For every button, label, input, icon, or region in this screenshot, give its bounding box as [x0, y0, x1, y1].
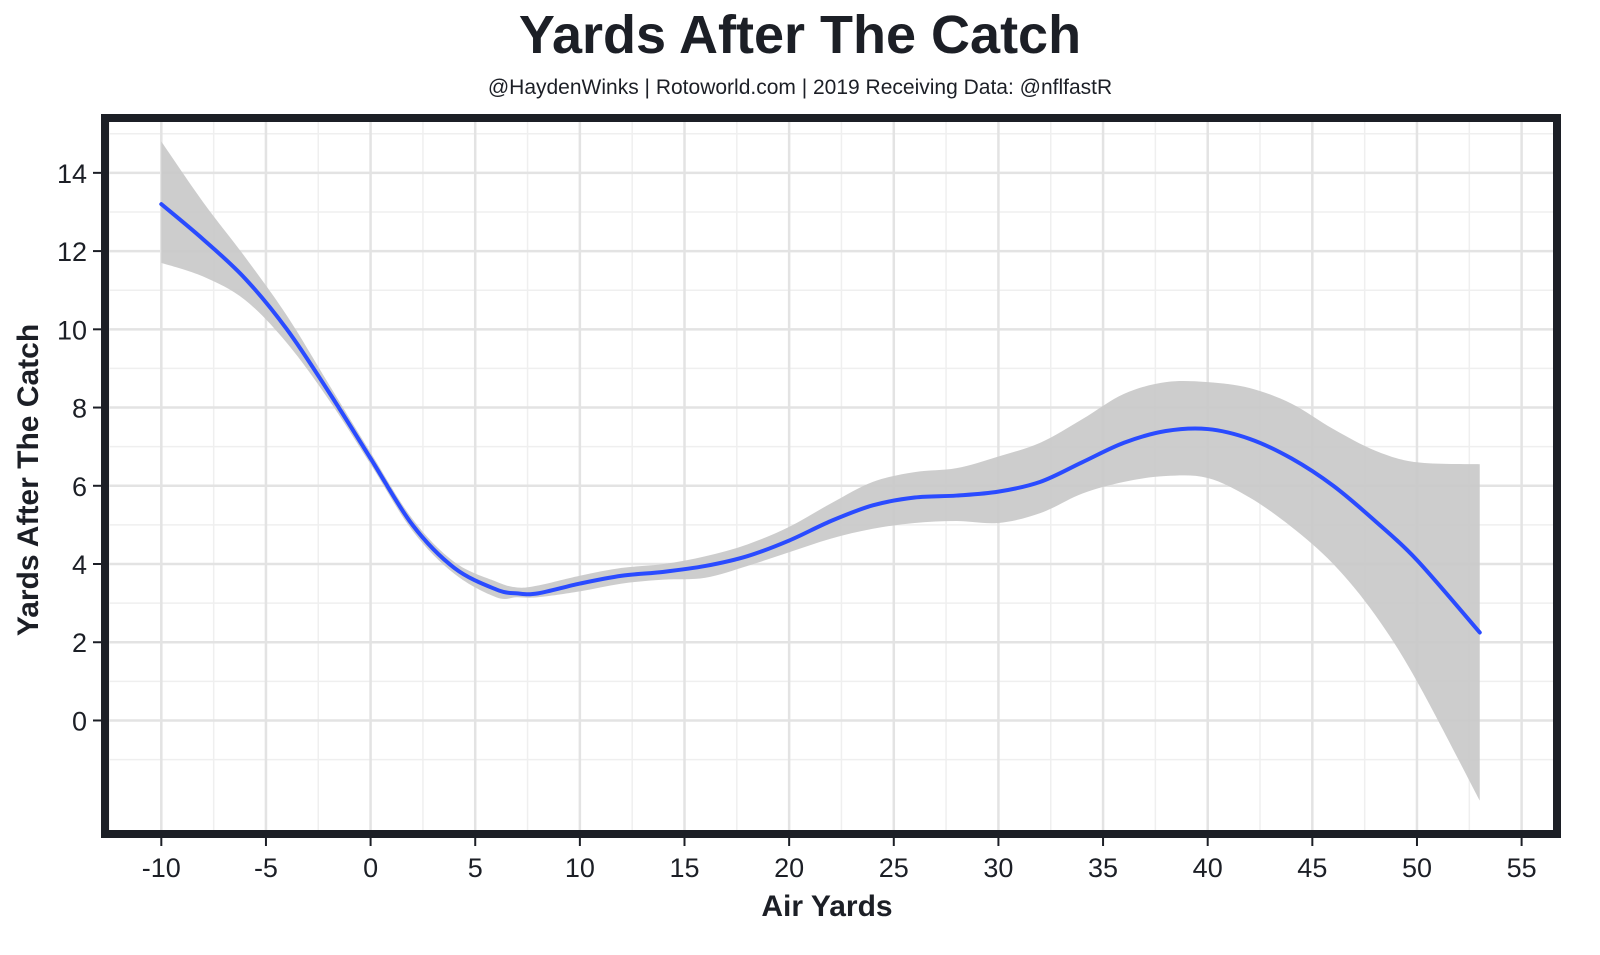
x-tick-label: 0: [363, 853, 378, 883]
y-tick-label: 8: [72, 394, 87, 424]
x-tick-label: 40: [1193, 853, 1223, 883]
x-tick-label: 30: [983, 853, 1013, 883]
y-tick-label: 0: [72, 706, 87, 736]
smooth-line: [159, 202, 1482, 635]
x-tick-label: 55: [1507, 853, 1537, 883]
panel-border: [101, 114, 1561, 838]
x-tick-label: 15: [669, 853, 699, 883]
chart-subtitle: @HaydenWinks | Rotoworld.com | 2019 Rece…: [487, 76, 1113, 99]
x-tick-label: 45: [1297, 853, 1327, 883]
x-tick-label: 25: [879, 853, 909, 883]
x-tick-label: 20: [774, 853, 804, 883]
x-tick-label: 10: [565, 853, 595, 883]
y-tick-label: 4: [72, 550, 87, 580]
y-axis: 0 2 4 6 8 10 12 14: [57, 159, 101, 736]
y-tick-label: 6: [72, 472, 87, 502]
y-tick-label: 2: [72, 628, 87, 658]
chart-title: Yards After The Catch: [518, 5, 1082, 65]
x-tick-label: 35: [1088, 853, 1118, 883]
x-axis-title: Air Yards: [761, 890, 892, 923]
x-tick-label: -5: [254, 853, 278, 883]
x-axis: -10 -5 0 5 10 15 20 25 30 35 40 45 50 55: [142, 838, 1537, 883]
x-tick-label: 5: [468, 853, 483, 883]
y-tick-label: 12: [57, 237, 87, 267]
confidence-band: [161, 141, 1480, 801]
grid: [108, 122, 1553, 830]
x-tick-label: 50: [1402, 853, 1432, 883]
y-tick-label: 10: [57, 315, 87, 345]
y-tick-label: 14: [57, 159, 87, 189]
x-tick-label: -10: [142, 853, 181, 883]
y-axis-title: Yards After The Catch: [12, 324, 45, 636]
